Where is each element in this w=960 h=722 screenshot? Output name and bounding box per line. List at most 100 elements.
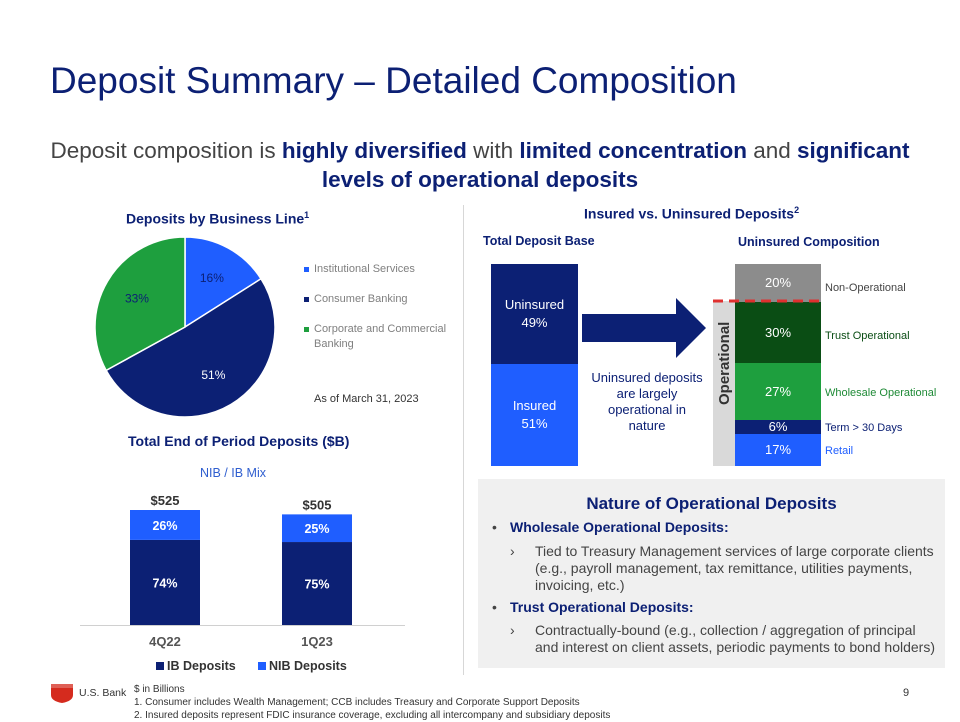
bullet-wholesale-heading: Wholesale Operational Deposits:	[510, 519, 930, 536]
footnote-units: $ in Billions	[134, 684, 185, 695]
arrow-caption: Uninsured deposits are largely operation…	[591, 370, 703, 433]
subtitle-part-3: and	[746, 138, 797, 163]
composition-label-non-operational: Non-Operational	[825, 282, 906, 294]
bullet-trust-heading: Trust Operational Deposits:	[510, 599, 930, 616]
bar-label-nib-4q22: 26%	[152, 519, 177, 533]
insured-title-text: Insured vs. Uninsured Deposits	[584, 205, 795, 222]
bar-total-1q23: $505	[303, 497, 332, 512]
pie-label-institutional: 16%	[200, 271, 224, 285]
pie-label-consumer: 51%	[201, 368, 225, 382]
bar-total-4q22: $525	[151, 493, 180, 508]
composition-pct-non-operational: 20%	[764, 275, 792, 290]
bullet-wholesale-heading-text: Wholesale Operational Deposits:	[510, 519, 729, 535]
legend-swatch-consumer	[304, 297, 309, 302]
subtitle-bold-1: highly diversified	[281, 138, 467, 163]
pie-slice-institutional	[184, 236, 263, 329]
bullet-trust-heading-text: Trust Operational Deposits:	[510, 599, 694, 615]
bar-category-1q23: 1Q23	[301, 634, 333, 649]
bar-chart: 74% 26% $525 4Q22 75% 25% $505 1Q23 IB Deposits N…	[80, 493, 405, 673]
bar-chart-subtitle: NIB / IB Mix	[200, 466, 266, 480]
bar-legend-swatch-nib	[258, 662, 266, 670]
page-subtitle: Deposit composition is highly diversifie…	[20, 136, 940, 194]
bar-segment-nib-1q23	[282, 514, 352, 543]
vertical-divider	[463, 205, 464, 675]
composition-segment-term: 6%	[735, 419, 821, 434]
page-number: 9	[903, 687, 910, 699]
pie-chart-title: Deposits by Business Line1	[126, 210, 309, 227]
subtitle-part-2: with	[466, 138, 520, 163]
composition-column: 20% 30% 27% 6% 17%	[735, 264, 821, 466]
pie-title-footnote: 1	[304, 210, 310, 220]
pie-slice-ccb	[94, 236, 186, 372]
uninsured-label: Uninsured	[504, 297, 565, 312]
insured-pct: 51%	[521, 416, 548, 431]
uninsured-pct: 49%	[521, 315, 548, 330]
legend-label-consumer: Consumer Banking	[314, 293, 408, 305]
legend-item-consumer: Consumer Banking	[304, 292, 454, 307]
right-arrow-icon	[582, 298, 706, 358]
chevron-right-icon: ›	[510, 622, 515, 638]
uninsured-composition-label: Uninsured Composition	[738, 235, 880, 249]
bar-label-ib-1q23: 75%	[304, 578, 329, 592]
bar-label-nib-1q23: 25%	[304, 522, 329, 536]
legend-item-institutional: Institutional Services	[304, 262, 454, 277]
pie-legend: Institutional Services Consumer Banking …	[304, 262, 454, 367]
subtitle-bold-2: limited concentration	[519, 138, 747, 163]
composition-pct-retail: 17%	[764, 442, 792, 457]
composition-label-trust: Trust Operational	[825, 330, 910, 342]
footnote-2: 2. Insured deposits represent FDIC insur…	[134, 710, 611, 721]
bullet-icon: •	[492, 519, 497, 535]
composition-pct-wholesale: 27%	[764, 383, 792, 399]
legend-swatch-institutional	[304, 267, 309, 272]
chevron-right-icon: ›	[510, 543, 515, 559]
bullet-wholesale-detail: Tied to Treasury Management services of …	[535, 543, 934, 593]
us-bank-logo-icon	[51, 684, 73, 703]
bar-segment-ib-1q23	[282, 542, 352, 625]
nature-of-operational-deposits-panel	[478, 479, 945, 668]
as-of-date: As of March 31, 2023	[314, 393, 419, 405]
legend-label-institutional: Institutional Services	[314, 263, 415, 275]
uninsured-block: Uninsured 49%	[491, 264, 578, 364]
insured-block: Insured 51%	[491, 364, 578, 466]
legend-label-ccb: Corporate and Commercial Banking	[314, 323, 447, 350]
nature-title: Nature of Operational Deposits	[586, 494, 837, 513]
subtitle-part-1: Deposit composition is	[50, 138, 282, 163]
composition-pct-trust: 30%	[764, 324, 792, 340]
bar-segment-nib-4q22	[130, 510, 200, 540]
bar-chart-title: Total End of Period Deposits ($B)	[128, 433, 350, 449]
legend-swatch-ccb	[304, 327, 309, 332]
composition-label-retail: Retail	[825, 445, 854, 457]
pie-slice-consumer	[105, 277, 276, 418]
insured-title-footnote: 2	[794, 205, 800, 215]
legend-item-ccb: Corporate and Commercial Banking	[304, 322, 454, 352]
bar-label-ib-4q22: 74%	[152, 576, 177, 590]
composition-segment-trust: 30%	[735, 302, 821, 363]
bullet-icon: •	[492, 599, 497, 615]
operational-label: Operational	[716, 321, 733, 405]
composition-segment-non-operational: 20%	[735, 264, 821, 302]
composition-pct-term: 6%	[768, 419, 788, 434]
composition-label-wholesale: Wholesale Operational	[825, 387, 937, 399]
pie-chart: 16% 51% 33%	[94, 236, 276, 418]
bar-legend-swatch-ib	[156, 662, 164, 670]
composition-segment-retail: 17%	[735, 434, 821, 466]
page-title: Deposit Summary – Detailed Composition	[50, 60, 737, 101]
insured-section-title: Insured vs. Uninsured Deposits2	[584, 205, 799, 222]
bar-segment-ib-4q22	[130, 539, 200, 625]
operational-threshold-line	[713, 299, 825, 303]
bar-category-4q22: 4Q22	[149, 634, 181, 649]
operational-band	[713, 301, 735, 466]
bar-legend-label-nib: NIB Deposits	[269, 659, 347, 673]
bullet-trust-detail: Contractually-bound (e.g., collection / …	[535, 622, 936, 655]
composition-label-term: Term > 30 Days	[825, 422, 903, 434]
bar-legend-label-ib: IB Deposits	[167, 659, 236, 673]
footnote-1: 1. Consumer includes Wealth Management; …	[134, 697, 580, 708]
subtitle-bold-3: significant levels of operational deposi…	[321, 138, 910, 192]
us-bank-logo-text: U.S. Bank	[79, 687, 127, 699]
total-deposit-base-label: Total Deposit Base	[483, 234, 595, 248]
footnotes: $ in Billions 1. Consumer includes Wealt…	[134, 683, 610, 722]
pie-label-ccb: 33%	[125, 292, 149, 306]
composition-segment-wholesale: 27%	[735, 363, 821, 420]
pie-title-text: Deposits by Business Line	[126, 210, 305, 227]
insured-label: Insured	[512, 398, 557, 413]
